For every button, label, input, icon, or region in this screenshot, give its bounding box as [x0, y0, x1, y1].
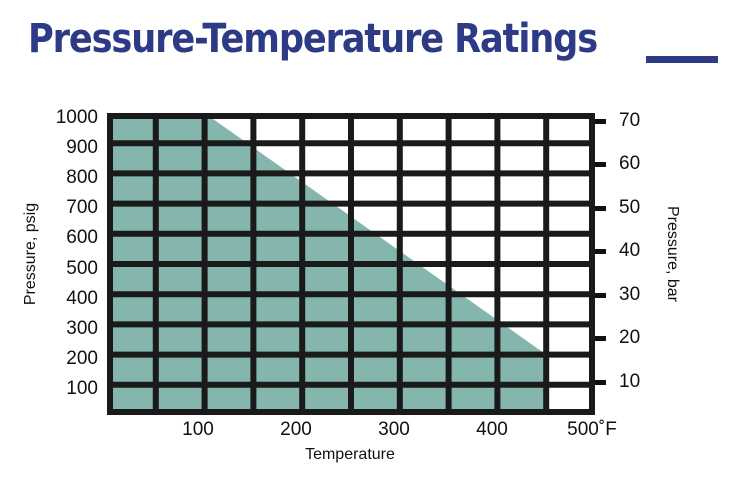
y-axis-right-tick: 20 [619, 327, 641, 348]
y-axis-right-tickmark [595, 162, 606, 167]
y-axis-left-tick: 500 [66, 258, 98, 279]
grid-lines [107, 113, 595, 415]
x-axis-tick: 100 [182, 419, 214, 440]
y-axis-left-tick: 400 [66, 288, 98, 309]
pressure-temperature-chart [107, 113, 595, 415]
y-axis-right-tickmark [595, 206, 606, 211]
y-axis-left-tick: 300 [66, 318, 98, 339]
y-axis-right-tickmark [595, 249, 606, 254]
y-axis-right-tickmark [595, 336, 606, 341]
title-bar: Pressure-Temperature Ratings [0, 14, 731, 76]
x-axis-tick: 500˚F [567, 419, 617, 440]
page-title: Pressure-Temperature Ratings [28, 16, 598, 62]
y-axis-left-tick: 200 [66, 348, 98, 369]
x-axis-title: Temperature [305, 446, 395, 463]
plot-svg [107, 113, 595, 415]
y-axis-right-tickmark [595, 293, 606, 298]
y-axis-left-tick: 700 [66, 197, 98, 218]
y-axis-right-title: Pressure, bar [664, 205, 681, 303]
y-axis-left-tick: 600 [66, 227, 98, 248]
y-axis-right-tickmark [595, 119, 606, 124]
y-axis-left-tick: 900 [66, 137, 98, 158]
y-axis-right-tick: 50 [619, 197, 641, 218]
y-axis-right-tickmark [595, 380, 606, 385]
y-axis-right-tick: 70 [619, 110, 641, 131]
y-axis-left-tick: 800 [66, 167, 98, 188]
title-divider-rule [646, 56, 718, 63]
y-axis-right-tick: 10 [619, 371, 641, 392]
y-axis-right-tick: 30 [619, 284, 641, 305]
x-axis-tick: 300 [378, 419, 410, 440]
x-axis-tick: 200 [280, 419, 312, 440]
plot-frame [107, 113, 595, 415]
y-axis-right-tick: 40 [619, 240, 641, 261]
y-axis-left-tick: 1000 [55, 107, 98, 128]
y-axis-left-tick: 100 [66, 378, 98, 399]
y-axis-right-tick: 60 [619, 153, 641, 174]
x-axis-tick: 400 [476, 419, 508, 440]
